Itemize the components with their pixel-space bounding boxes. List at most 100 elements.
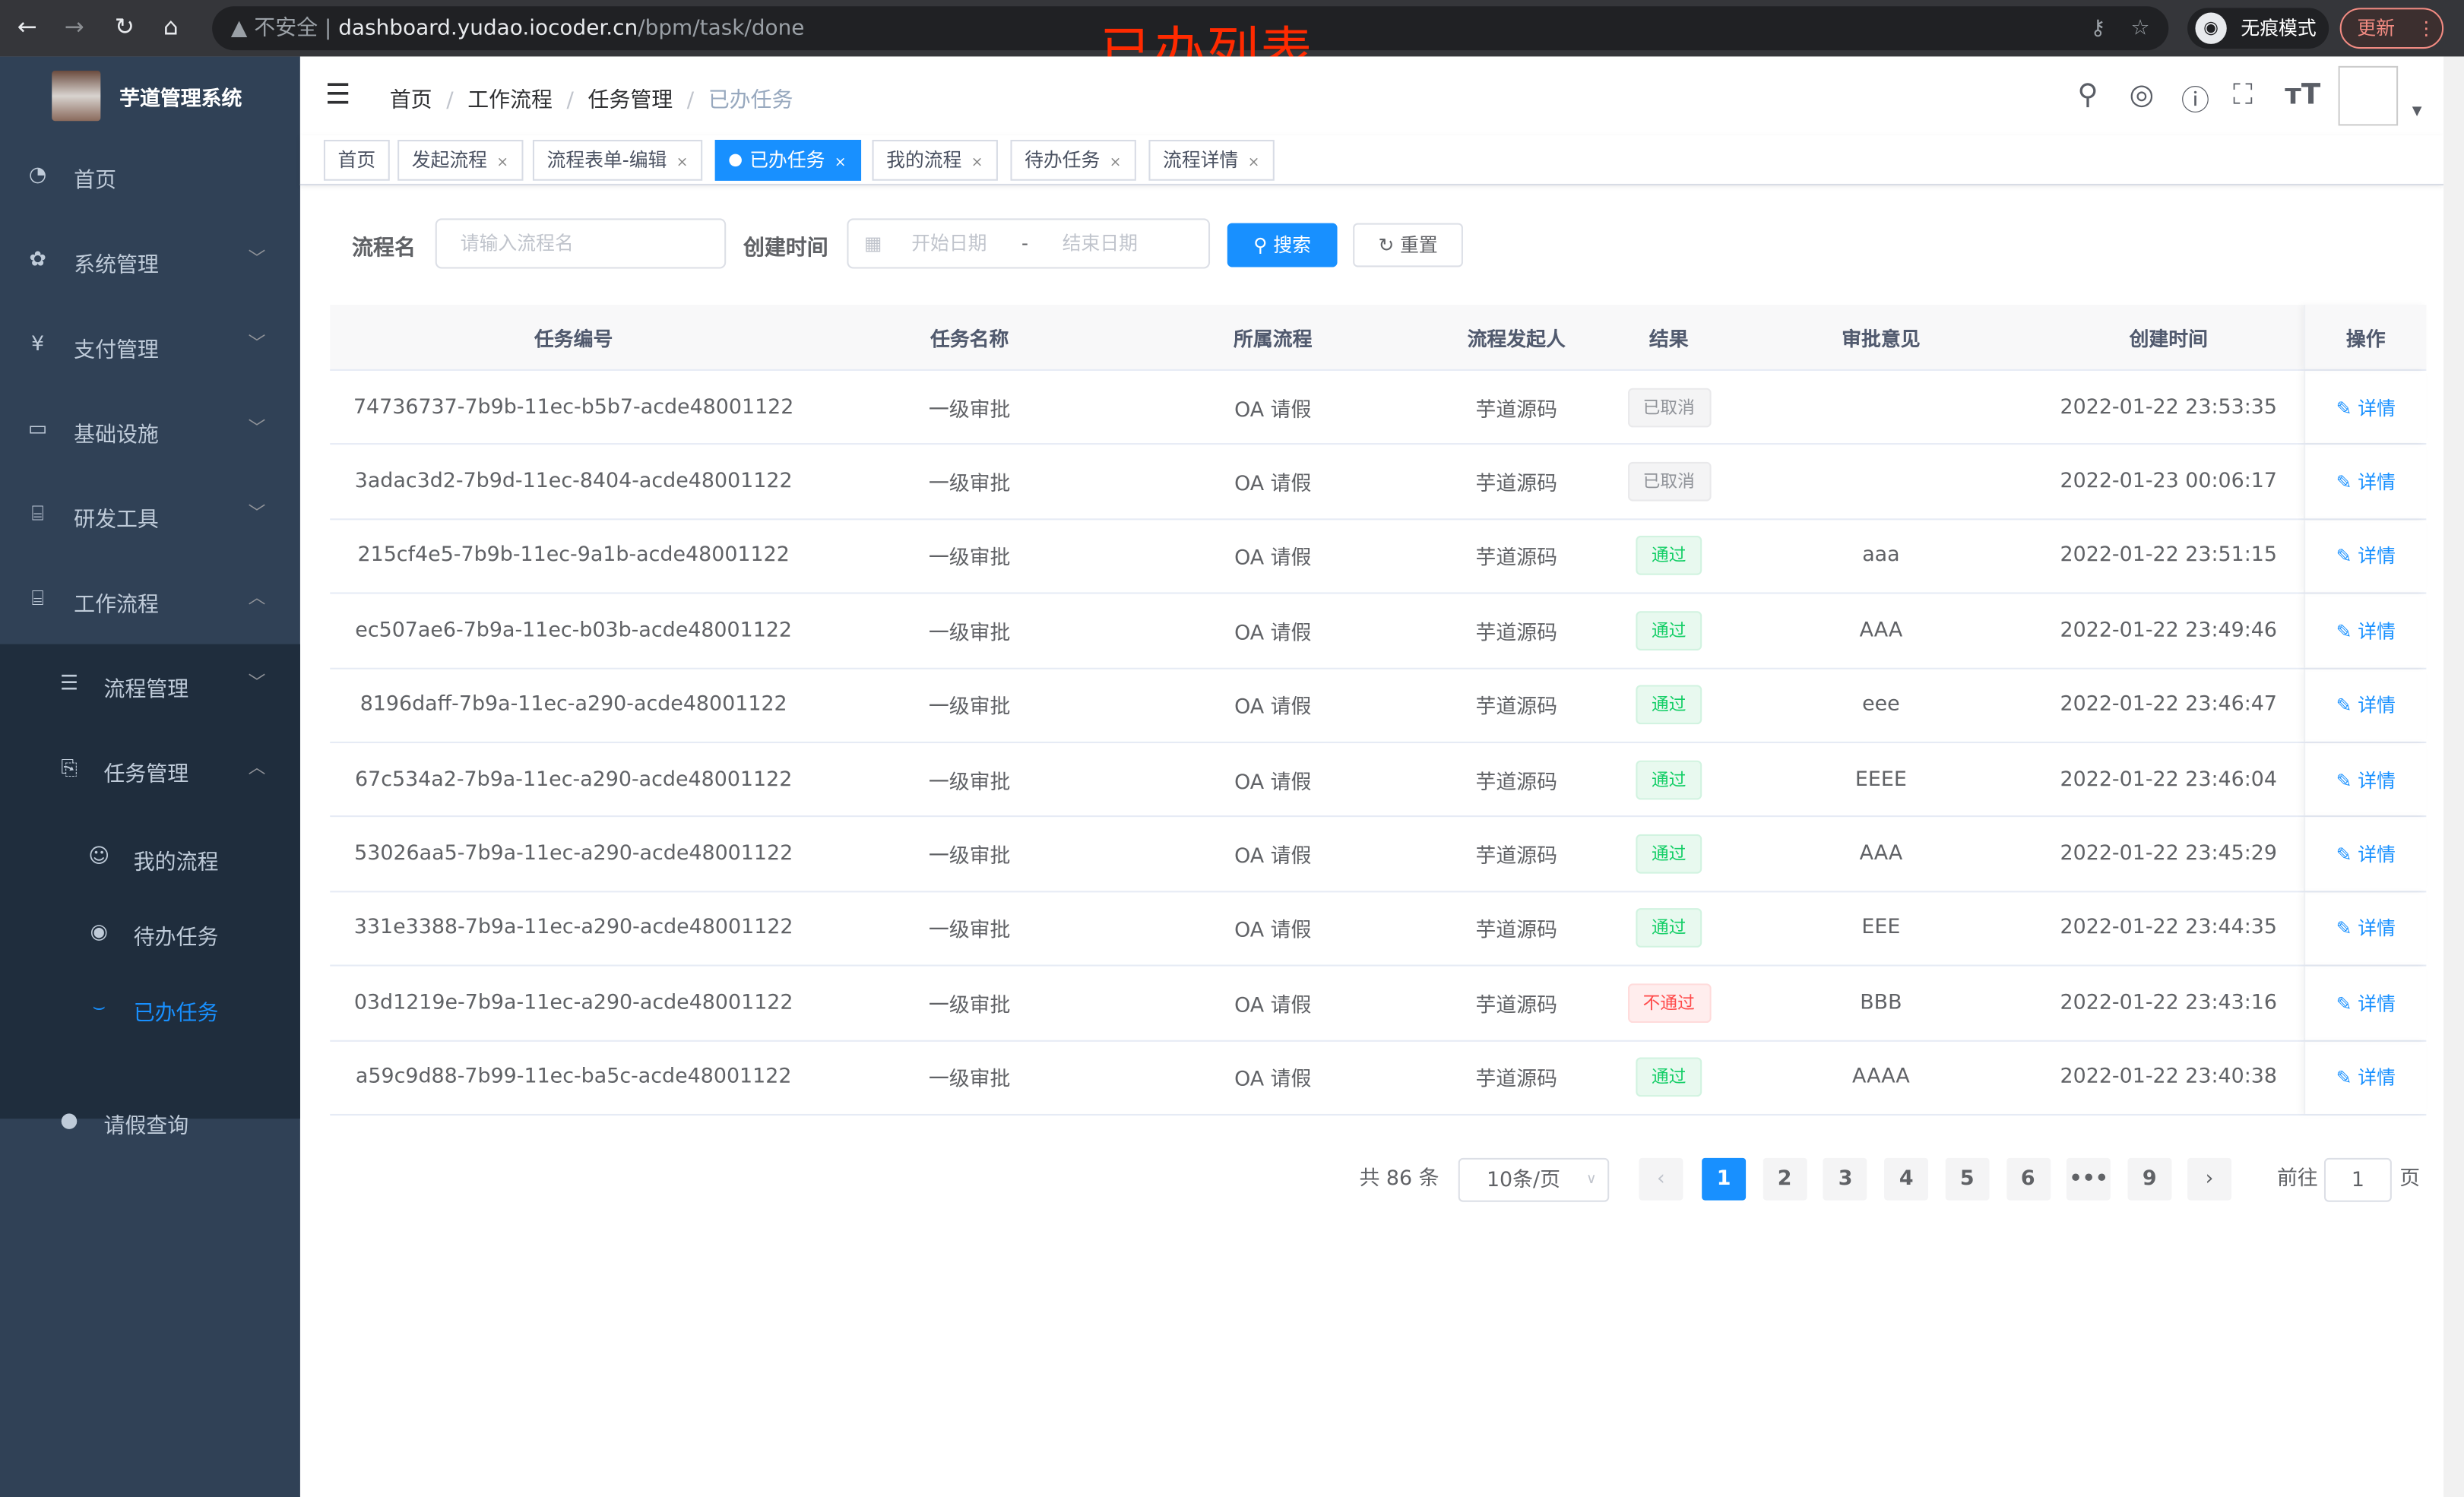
page-button[interactable]: 9 bbox=[2127, 1157, 2172, 1201]
sidebar-item-2[interactable]: ¥ 支付管理 ﹀ bbox=[0, 305, 300, 390]
tag-3[interactable]: 已办任务 × bbox=[714, 140, 861, 181]
breadcrumb-separator: / bbox=[566, 87, 574, 113]
sidebar: 芋道管理系统 ◔ 首页 ✿ 系统管理 ﹀ ¥ 支付管理 ﹀ ▭ 基础设施 ﹀ ⌸ 研发工具 ﹀ ⌸ 工作流程 ︿… bbox=[0, 56, 300, 1497]
tag-5[interactable]: 待办任务 × bbox=[1010, 140, 1135, 181]
close-icon[interactable]: × bbox=[971, 155, 983, 172]
more-pages-button[interactable]: ••• bbox=[2067, 1157, 2111, 1201]
breadcrumb-item[interactable]: 工作流程 bbox=[467, 87, 553, 113]
page-button[interactable]: 3 bbox=[1823, 1157, 1868, 1201]
incognito-badge[interactable]: ◉ 无痕模式 bbox=[2187, 8, 2329, 49]
cell-process: OA 请假 bbox=[1122, 371, 1424, 444]
tag-label: 流程表单-编辑 bbox=[546, 149, 667, 172]
cell-starter: 芋道源码 bbox=[1424, 520, 1609, 593]
detail-label: 详情 bbox=[2358, 695, 2396, 717]
sidebar-subitem-2[interactable]: ● 请假查询 bbox=[0, 1081, 300, 1157]
sidebar-task-item-0[interactable]: ☺ 我的流程 bbox=[0, 817, 300, 892]
tag-label: 流程详情 bbox=[1163, 149, 1239, 172]
process-text: OA 请假 bbox=[1234, 845, 1312, 869]
cell-action: ✎ 详情 bbox=[2304, 1040, 2426, 1114]
date-range-picker[interactable]: ▦ 开始日期 - 结束日期 bbox=[847, 218, 1211, 269]
process-name-input[interactable]: 请输入流程名 bbox=[435, 218, 727, 269]
chevron-up-icon: ︿ bbox=[248, 757, 266, 778]
tag-2[interactable]: 流程表单-编辑 × bbox=[532, 140, 702, 181]
sidebar-item-3[interactable]: ▭ 基础设施 ﹀ bbox=[0, 390, 300, 475]
column-header: 结果 bbox=[1648, 327, 1689, 351]
close-icon[interactable]: × bbox=[496, 155, 508, 172]
breadcrumb-item[interactable]: 任务管理 bbox=[587, 87, 673, 113]
sidebar-item-1[interactable]: ✿ 系统管理 ﹀ bbox=[0, 220, 300, 305]
goto-page-input[interactable]: 1 bbox=[2323, 1157, 2392, 1202]
detail-link[interactable]: ✎ 详情 bbox=[2336, 692, 2396, 718]
github-icon[interactable]: ◎ bbox=[2129, 78, 2155, 112]
home-icon[interactable]: ⌂ bbox=[163, 12, 179, 41]
tag-1[interactable]: 发起流程 × bbox=[397, 140, 523, 181]
sidebar-subitem-1[interactable]: ⎘ 任务管理 ︿ bbox=[0, 729, 300, 804]
sidebar-item-label: 工作流程 bbox=[74, 592, 159, 618]
sidebar-item-4[interactable]: ⌸ 研发工具 ﹀ bbox=[0, 474, 300, 559]
url-path: /bpm/task/done bbox=[638, 15, 805, 41]
close-icon[interactable]: × bbox=[1109, 155, 1122, 172]
cell-id: 53026aa5-7b9a-11ec-a290-acde48001122 bbox=[330, 818, 817, 891]
key-icon[interactable]: ⚷ bbox=[2090, 15, 2106, 41]
close-icon[interactable]: × bbox=[1247, 155, 1260, 172]
reload-icon[interactable]: ↻ bbox=[114, 12, 135, 41]
next-page-button[interactable]: › bbox=[2187, 1157, 2231, 1201]
cell-comment: BBB bbox=[1728, 967, 2033, 1040]
search-icon[interactable]: ⚲ bbox=[2077, 78, 2098, 112]
sidebar-item-5[interactable]: ⌸ 工作流程 ︿ bbox=[0, 559, 300, 644]
page-button[interactable]: 2 bbox=[1762, 1157, 1807, 1201]
cell-name: 一级审批 bbox=[817, 892, 1122, 965]
back-icon[interactable]: ← bbox=[17, 12, 37, 41]
sidebar-task-item-1[interactable]: ◉ 待办任务 bbox=[0, 892, 300, 967]
tag-4[interactable]: 我的流程 × bbox=[872, 140, 998, 181]
cell-result: 通过 bbox=[1609, 818, 1728, 891]
detail-link[interactable]: ✎ 详情 bbox=[2336, 766, 2396, 793]
update-button[interactable]: 更新 ⋮ bbox=[2339, 8, 2444, 49]
time-text: 2022-01-22 23:44:35 bbox=[2060, 916, 2278, 941]
search-button[interactable]: ⚲ 搜索 bbox=[1227, 223, 1338, 267]
reset-button[interactable]: ↻ 重置 bbox=[1353, 223, 1463, 267]
status-badge: 通过 bbox=[1636, 611, 1702, 650]
sidebar-item-0[interactable]: ◔ 首页 bbox=[0, 135, 300, 220]
detail-link[interactable]: ✎ 详情 bbox=[2336, 840, 2396, 867]
breadcrumb-separator: / bbox=[446, 87, 454, 113]
detail-link[interactable]: ✎ 详情 bbox=[2336, 915, 2396, 942]
page-size-select[interactable]: 10条/页 ∨ bbox=[1458, 1157, 1610, 1202]
total-count: 共 86 条 bbox=[1359, 1167, 1439, 1192]
scrollbar[interactable] bbox=[2443, 56, 2464, 1497]
page-button[interactable]: 1 bbox=[1702, 1157, 1747, 1201]
tag-0[interactable]: 首页 bbox=[323, 140, 390, 181]
page-button[interactable]: 4 bbox=[1884, 1157, 1929, 1201]
cell-process: OA 请假 bbox=[1122, 520, 1424, 593]
close-icon[interactable]: × bbox=[834, 155, 847, 172]
tag-6[interactable]: 流程详情 × bbox=[1148, 140, 1274, 181]
fullscreen-icon[interactable]: ⛶ bbox=[2233, 78, 2253, 112]
breadcrumb-item[interactable]: 首页 bbox=[389, 87, 432, 113]
page-button[interactable]: 5 bbox=[1945, 1157, 1990, 1201]
font-size-icon[interactable]: тT bbox=[2285, 78, 2321, 112]
sidebar-subitem-0[interactable]: ☰ 流程管理 ﹀ bbox=[0, 644, 300, 720]
hamburger-icon[interactable]: ☰ bbox=[325, 78, 351, 112]
forward-icon[interactable]: → bbox=[64, 12, 84, 41]
start-date-input[interactable]: 开始日期 bbox=[911, 233, 987, 255]
cell-result: 不通过 bbox=[1609, 967, 1728, 1040]
detail-link[interactable]: ✎ 详情 bbox=[2336, 1064, 2396, 1090]
address-bar[interactable]: ▲ 不安全 | dashboard.yudao.iocoder.cn/bpm/t… bbox=[212, 6, 2169, 51]
page-button[interactable]: 6 bbox=[2006, 1157, 2051, 1201]
star-icon[interactable]: ☆ bbox=[2130, 15, 2150, 41]
close-icon[interactable]: × bbox=[676, 155, 689, 172]
caret-down-icon[interactable]: ▼ bbox=[2412, 103, 2422, 119]
detail-link[interactable]: ✎ 详情 bbox=[2336, 617, 2396, 644]
sidebar-task-item-2[interactable]: ⌣ 已办任务 bbox=[0, 968, 300, 1043]
detail-link[interactable]: ✎ 详情 bbox=[2336, 468, 2396, 495]
prev-page-button[interactable]: ‹ bbox=[1639, 1157, 1683, 1201]
avatar[interactable] bbox=[2338, 65, 2399, 126]
end-date-input[interactable]: 结束日期 bbox=[1062, 233, 1138, 255]
detail-link[interactable]: ✎ 详情 bbox=[2336, 989, 2396, 1016]
table-row: 331e3388-7b9a-11ec-a290-acde48001122 一级审批… bbox=[330, 891, 2427, 967]
help-icon[interactable]: ⓘ bbox=[2181, 84, 2210, 119]
detail-link[interactable]: ✎ 详情 bbox=[2336, 543, 2396, 569]
detail-link[interactable]: ✎ 详情 bbox=[2336, 394, 2396, 420]
cell-name: 一级审批 bbox=[817, 743, 1122, 816]
